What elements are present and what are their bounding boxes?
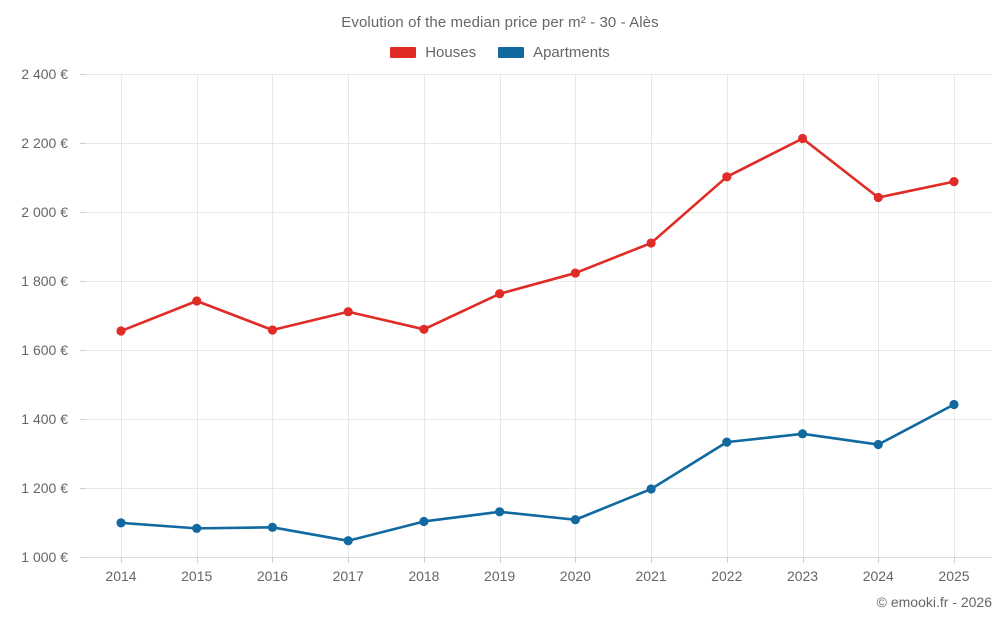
series-line-houses [119,137,956,333]
gridline-vertical [726,74,728,557]
x-axis-tick-label: 2024 [862,568,894,584]
gridline-horizontal [86,350,992,351]
x-axis-tick-label: 2017 [332,568,364,584]
x-axis-tick-label: 2021 [635,568,667,584]
gridline-vertical [954,74,955,557]
data-point[interactable] [192,523,202,533]
data-point[interactable] [797,133,808,144]
x-axis-tick-mark [423,557,425,563]
x-axis-tick-mark [196,557,198,563]
x-axis-tick-mark [802,557,804,563]
data-point[interactable] [722,172,732,182]
data-point[interactable] [495,507,505,517]
gridline-horizontal [86,74,992,75]
gridline-horizontal [86,281,992,282]
gridline-vertical [651,74,653,557]
y-axis-tick-label: 2 400 € [21,66,68,82]
y-axis-tick-mark [80,350,86,351]
x-axis-tick-label: 2022 [711,568,743,584]
x-axis-tick-label: 2025 [938,568,970,584]
data-point[interactable] [646,238,656,248]
data-point[interactable] [267,522,278,532]
data-point[interactable] [873,192,883,203]
data-point[interactable] [949,177,959,187]
gridline-vertical [272,74,274,557]
plot-area: 1 000 € 1 200 € 1 400 € 1 600 € 1 800 € 2 000… [21,66,992,584]
gridline-horizontal [86,143,992,144]
data-point[interactable] [570,268,580,278]
legend-swatch-houses [390,47,417,58]
data-point[interactable] [192,296,202,306]
x-axis-tick-mark [878,557,880,563]
gridline-vertical [802,74,804,557]
y-axis-tick-mark [80,143,86,144]
series-layer [116,133,959,546]
gridline-horizontal [86,488,992,489]
data-point[interactable] [343,536,353,546]
x-axis-tick-label: 2016 [256,568,289,584]
x-axis-tick-mark [348,557,350,563]
x-axis-tick-label: 2023 [786,568,819,584]
gridline-vertical [196,74,198,557]
gridline-horizontal [86,419,992,420]
data-point[interactable] [419,516,429,527]
data-point[interactable] [116,518,126,528]
legend-swatch-apartments [498,47,525,58]
x-axis-tick-label: 2014 [105,568,137,584]
y-axis-tick-label: 2 000 € [21,204,68,220]
y-axis-tick-label: 1 200 € [21,480,68,496]
data-point[interactable] [646,484,656,494]
series-line-apartments [119,403,956,543]
footer-credit: © emooki.fr - 2026 [876,594,992,610]
legend-item-apartments[interactable]: Apartments [498,44,610,61]
y-axis-tick-mark [80,557,86,558]
y-axis-tick-mark [80,488,86,489]
chart-title: Evolution of the median price per m² - 3… [341,14,659,31]
data-point[interactable] [495,289,505,299]
data-point[interactable] [873,439,883,450]
y-axis-tick-mark [80,419,86,420]
data-point[interactable] [949,399,959,410]
legend-label-houses: Houses [425,44,477,61]
y-axis-tick-label: 1 400 € [21,411,68,427]
x-axis-tick-mark [121,557,122,563]
gridline-vertical [121,74,122,557]
x-axis-tick-mark [954,557,955,563]
x-axis-baseline [86,557,992,558]
data-point[interactable] [116,326,126,336]
gridline-horizontal [86,212,992,213]
chart-legend: Houses Apartments [0,44,1000,61]
legend-label-apartments: Apartments [533,44,610,61]
data-point[interactable] [570,515,580,525]
gridline-vertical [499,74,501,557]
data-point[interactable] [722,437,732,447]
x-axis-tick-mark [499,557,501,563]
gridline-vertical [423,74,425,557]
y-axis-tick-mark [80,281,86,282]
y-axis-tick-label: 1 600 € [21,342,68,358]
x-axis-tick-mark [575,557,577,563]
x-axis-tick-mark [726,557,728,563]
y-axis-tick-label: 2 200 € [21,135,68,151]
y-axis-tick-mark [80,74,86,75]
x-axis-tick-mark [651,557,653,563]
legend-item-houses[interactable]: Houses [390,44,476,61]
x-axis-tick-mark [272,557,274,563]
data-point[interactable] [797,429,808,439]
y-axis-tick-label: 1 000 € [21,549,68,565]
y-axis-tick-label: 1 800 € [21,273,68,289]
x-axis-tick-label: 2019 [484,568,516,584]
x-axis-tick-label: 2020 [559,568,591,584]
gridline-vertical [575,74,577,557]
data-point[interactable] [419,324,429,334]
data-point[interactable] [343,307,353,317]
gridline-vertical [878,74,880,557]
data-point[interactable] [267,325,278,335]
y-axis-tick-mark [80,212,86,213]
x-axis-tick-label: 2018 [408,568,440,584]
x-axis-tick-label: 2015 [181,568,213,584]
